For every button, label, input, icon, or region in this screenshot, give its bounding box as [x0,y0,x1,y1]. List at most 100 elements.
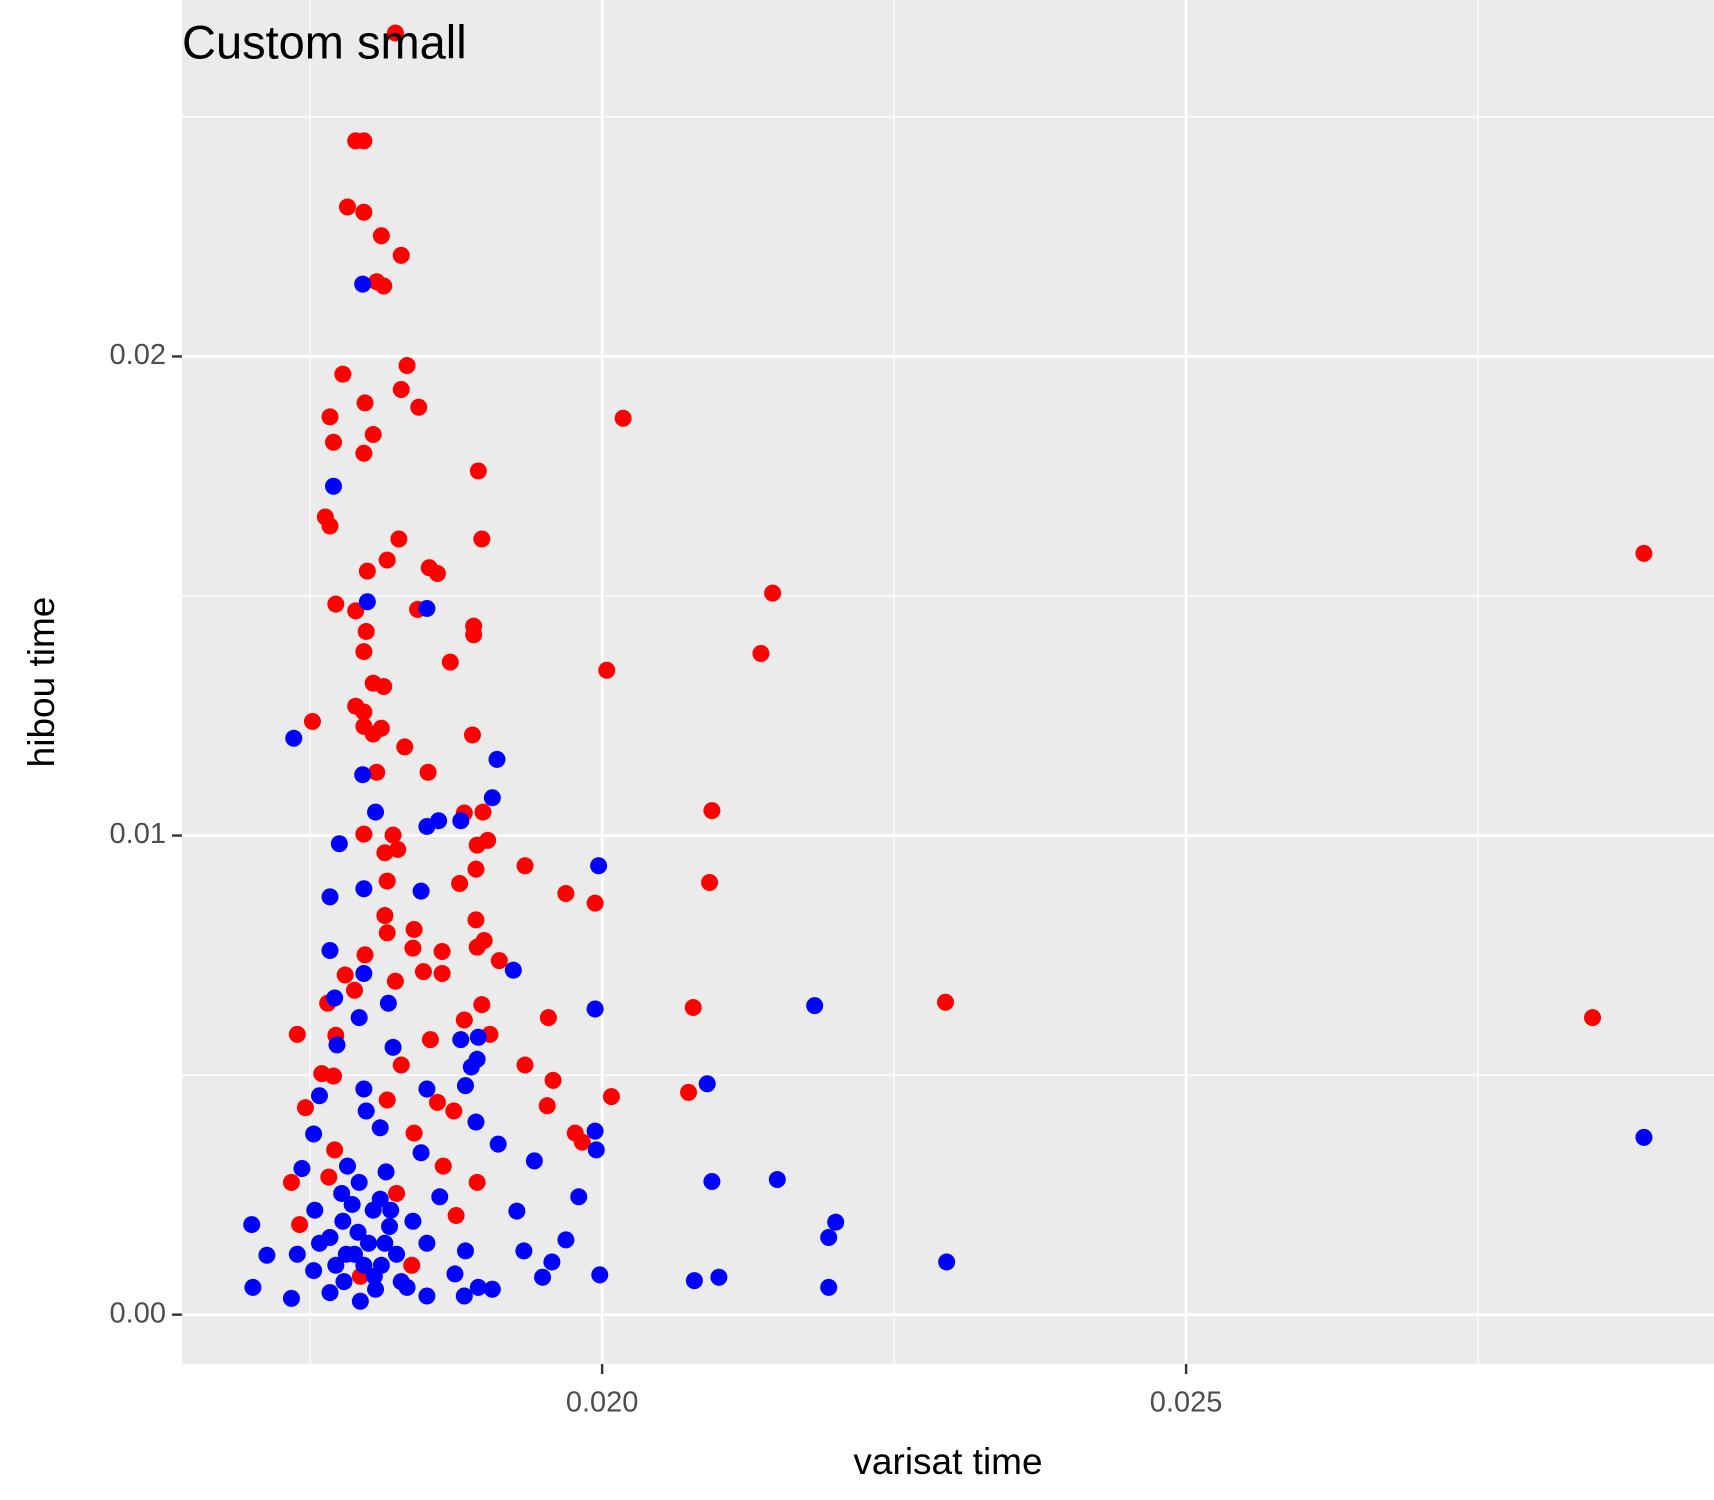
point [418,599,436,617]
point [431,1188,449,1206]
point [390,530,408,548]
point [451,874,469,892]
point [557,1231,575,1249]
point [489,1135,507,1153]
axes: 0.020 0.025 0.00 0.01 0.02 [110,339,1223,1419]
point [516,857,534,875]
point [508,1202,526,1220]
point [452,812,470,830]
point [398,357,416,375]
point [752,644,770,662]
point [441,653,459,671]
point [469,462,487,480]
point [364,426,382,444]
point [570,1188,588,1206]
point [428,564,446,582]
point [703,1172,721,1190]
panel [182,0,1714,1364]
point [376,907,394,925]
point [434,1157,452,1175]
point [468,836,486,854]
points [243,24,1653,1310]
point [428,1093,446,1111]
point [586,1122,604,1140]
point [468,938,486,956]
point [938,1253,956,1271]
point [534,1268,552,1286]
point [396,738,414,756]
point [328,1036,346,1054]
point [525,1152,543,1170]
x-axis-title: varisat time [853,1441,1042,1482]
point [355,132,373,150]
y-tick-label: 0.00 [110,1297,166,1329]
point [591,1266,609,1284]
point [355,965,373,983]
point [433,942,451,960]
point [378,924,396,942]
point [421,1031,439,1049]
point [333,1184,351,1202]
y-axis-title: hibou time [21,597,62,768]
point [404,939,422,957]
point [326,989,344,1007]
point [305,1262,323,1280]
point [446,1265,464,1283]
point [388,1245,406,1263]
point [447,1206,465,1224]
point [469,1028,487,1046]
point [321,888,339,906]
point [320,1168,338,1186]
point [405,920,423,938]
point [392,381,410,399]
point [455,1287,473,1305]
point [820,1278,838,1296]
point [288,1245,306,1263]
point [698,1075,716,1093]
point [490,952,508,970]
point [376,844,394,862]
point [381,1217,399,1235]
point [404,1212,422,1230]
point [335,1273,353,1291]
point [360,1234,378,1252]
point [419,763,437,781]
x-tick-label: 0.025 [1150,1387,1223,1419]
point [474,803,492,821]
point [586,1000,604,1018]
point [258,1246,276,1264]
point [418,817,436,835]
point [483,1280,501,1298]
point [418,1080,436,1098]
point [243,1216,261,1234]
point [355,880,373,898]
point [372,227,390,245]
point [350,1173,368,1191]
point [1635,544,1653,562]
point [355,1256,373,1274]
point [456,1077,474,1095]
grid [182,0,1714,1364]
point [504,961,522,979]
point [538,1097,556,1115]
point [586,894,604,912]
point [377,1163,395,1181]
point [357,622,375,640]
point [378,551,396,569]
point [392,1056,410,1074]
point [285,729,303,747]
point [414,963,432,981]
point [515,1242,533,1260]
point [358,593,376,611]
point [403,1256,421,1274]
point [433,965,451,983]
point [703,802,721,820]
point [378,1091,396,1109]
point [386,24,404,42]
point [488,750,506,768]
point [244,1278,262,1296]
point [355,643,373,661]
point [321,517,339,535]
point [310,1234,328,1252]
